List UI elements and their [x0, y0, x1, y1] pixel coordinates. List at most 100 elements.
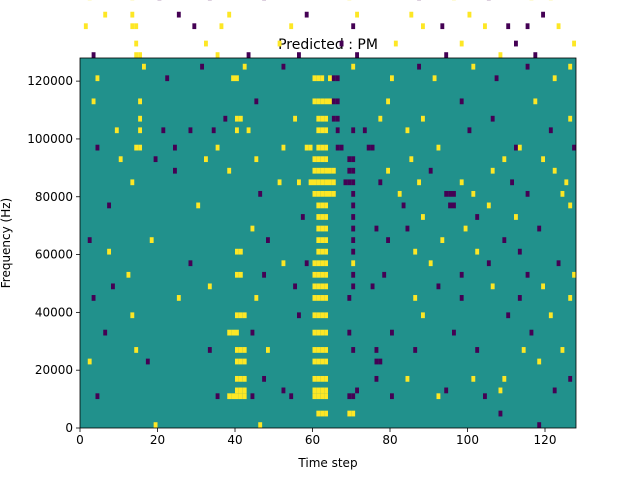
heatmap-cell [324, 358, 329, 365]
x-tick-label: 40 [227, 433, 242, 447]
heatmap-cell [126, 271, 131, 278]
heatmap-cell [320, 115, 325, 122]
heatmap-cell [483, 23, 487, 30]
heatmap-cell [444, 387, 449, 394]
heatmap-cell [572, 271, 577, 278]
heatmap-cell [277, 40, 282, 47]
heatmap-cell [347, 156, 352, 163]
heatmap-cell [242, 375, 247, 382]
heatmap-cell [374, 347, 379, 353]
heatmap-cell [405, 127, 410, 134]
heatmap-cell [134, 23, 139, 30]
heatmap-cell [227, 11, 232, 18]
heatmap-cell [134, 40, 139, 47]
heatmap-cell [238, 358, 243, 365]
heatmap-cell [378, 179, 383, 186]
heatmap-cell [138, 98, 143, 105]
heatmap-cell [235, 375, 239, 382]
heatmap-cell [320, 358, 325, 365]
x-axis-label: Time step [297, 456, 357, 470]
heatmap-cell [324, 156, 329, 163]
heatmap-cell [324, 375, 329, 382]
heatmap-cell [490, 283, 495, 290]
y-tick-label: 40000 [35, 305, 73, 319]
heatmap-cell [514, 144, 518, 151]
heatmap-cell [331, 190, 336, 197]
heatmap-cell [405, 375, 410, 382]
heatmap-cell [432, 75, 437, 82]
heatmap-cell [227, 167, 232, 174]
heatmap-cell [335, 144, 340, 151]
heatmap-cell [188, 260, 193, 267]
heatmap-cell [339, 40, 344, 47]
heatmap-cell [459, 98, 464, 105]
heatmap-cell [331, 179, 336, 186]
heatmap-cell [238, 312, 243, 319]
heatmap-cell [145, 358, 150, 365]
heatmap-cell [525, 23, 530, 30]
heatmap-cell [316, 312, 321, 319]
heatmap-cell [328, 190, 332, 197]
heatmap-cell [250, 225, 255, 232]
heatmap-cell [320, 237, 325, 243]
heatmap-cell [238, 248, 243, 255]
heatmap-cell [409, 156, 414, 163]
heatmap-cell [316, 329, 321, 336]
heatmap-cell [556, 23, 561, 30]
heatmap-cell [316, 248, 321, 255]
heatmap-cell [312, 179, 317, 186]
heatmap-cell [316, 410, 321, 417]
heatmap-cell [176, 295, 181, 301]
heatmap-cell [250, 393, 255, 400]
heatmap-cell [242, 63, 247, 70]
heatmap-cell [506, 312, 511, 319]
heatmap-cell [498, 387, 503, 394]
heatmap-cell [421, 214, 425, 220]
heatmap-cell [541, 156, 546, 163]
heatmap-cell [312, 271, 317, 278]
heatmap-cell [304, 144, 309, 151]
heatmap-cell [235, 75, 239, 82]
heatmap-cell [111, 283, 115, 290]
heatmap-cell [312, 358, 317, 365]
heatmap-cell [297, 312, 301, 319]
heatmap-cell [413, 347, 418, 353]
heatmap-cell [390, 393, 394, 400]
heatmap-cell [525, 190, 530, 197]
heatmap-cell [475, 214, 480, 220]
heatmap-cell [351, 167, 356, 174]
heatmap-cell [134, 347, 139, 353]
heatmap-cell [242, 312, 247, 319]
heatmap-cell [238, 115, 243, 122]
heatmap-cell [138, 127, 143, 134]
heatmap-cell [320, 75, 325, 82]
heatmap-cell [235, 387, 239, 394]
heatmap-cell [428, 260, 433, 267]
heatmap-cell [238, 271, 243, 278]
heatmap-cell [351, 179, 356, 186]
heatmap-cell [324, 248, 329, 255]
heatmap-cell [304, 11, 309, 18]
heatmap-cell [417, 63, 422, 70]
x-tick-label: 60 [305, 433, 320, 447]
heatmap-cell [312, 375, 317, 382]
heatmap-cell [238, 375, 243, 382]
heatmap-cell [95, 75, 100, 82]
heatmap-cell [231, 329, 236, 336]
heatmap-cell [235, 329, 239, 336]
heatmap-cell [281, 63, 286, 70]
heatmap-cell [320, 312, 325, 319]
heatmap-cell [421, 115, 425, 122]
heatmap-cell [351, 214, 356, 220]
y-axis-label: Frequency (Hz) [0, 198, 13, 289]
heatmap-cell [324, 237, 329, 243]
heatmap-cell [421, 23, 425, 30]
heatmap-cell [560, 347, 565, 353]
heatmap-cell [316, 358, 321, 365]
heatmap-cell [324, 179, 329, 186]
heatmap-cell [440, 23, 445, 30]
heatmap-cell [246, 52, 251, 58]
heatmap-cell [320, 295, 325, 301]
heatmap-cell [552, 167, 557, 174]
y-tick-label: 80000 [35, 190, 73, 204]
